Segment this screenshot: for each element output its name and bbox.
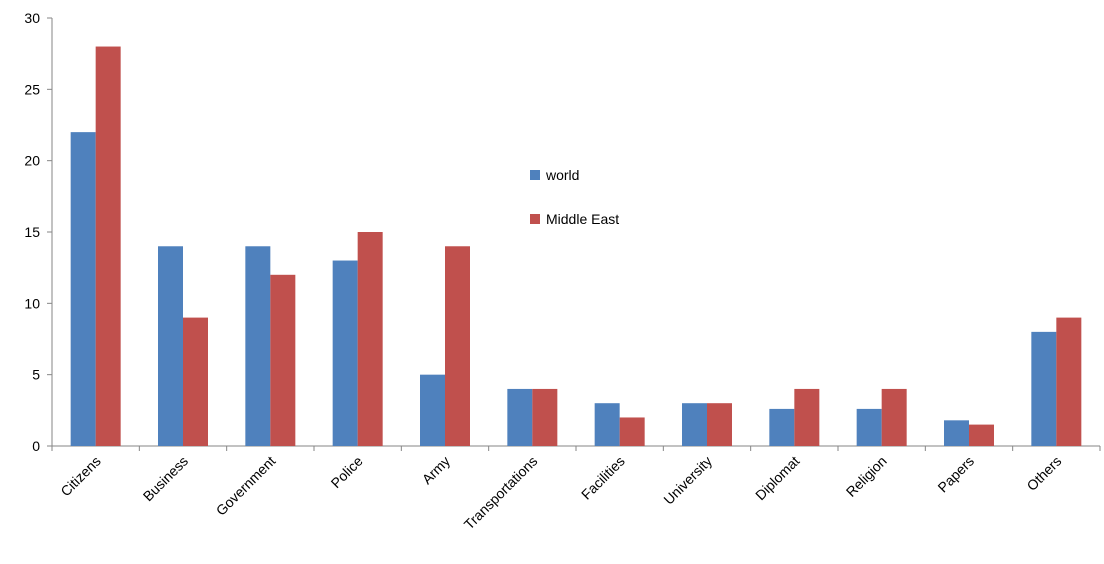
bar-world-government [245, 246, 271, 446]
y-tick-label: 30 [24, 10, 40, 26]
bar-world-others [1031, 331, 1057, 446]
category-label: Facilities [578, 453, 628, 503]
legend-swatch [530, 214, 540, 224]
y-tick-label: 20 [24, 153, 40, 169]
bar-world-university [682, 403, 707, 446]
category-label: Citizens [57, 453, 104, 500]
category-label: Business [140, 453, 191, 504]
bar-middle-east-facilities [619, 417, 645, 446]
bar-world-army [420, 374, 445, 446]
bar-middle-east-others [1056, 317, 1082, 446]
category-label: Government [213, 453, 279, 519]
y-ticks: 0 5 10 15 20 25 30 [24, 10, 52, 454]
legend-swatch [530, 170, 540, 180]
bar-middle-east-papers [969, 424, 994, 446]
category-label: University [660, 453, 715, 508]
category-label: Others [1023, 453, 1064, 494]
bars [70, 46, 1082, 447]
y-tick-label: 5 [32, 367, 40, 383]
bar-world-citizens [70, 132, 96, 446]
y-tick-label: 10 [24, 295, 40, 311]
bar-middle-east-transportations [532, 388, 558, 446]
bar-middle-east-police [357, 232, 383, 446]
category-label: Army [419, 453, 453, 487]
bar-middle-east-business [183, 317, 208, 446]
category-label: Papers [934, 453, 977, 496]
category-label: Diplomat [752, 453, 802, 503]
bar-middle-east-religion [881, 388, 907, 446]
legend-label: world [545, 167, 579, 183]
y-tick-label: 25 [24, 81, 40, 97]
legend: world Middle East [530, 167, 619, 227]
bar-world-business [158, 246, 183, 446]
bar-middle-east-army [445, 246, 470, 446]
bar-world-police [332, 260, 358, 446]
bar-world-papers [944, 420, 969, 446]
y-tick-label: 15 [24, 224, 40, 240]
axes [51, 18, 1101, 451]
bar-world-facilities [594, 403, 620, 446]
bar-world-religion [856, 408, 882, 446]
category-label: Transportations [461, 453, 541, 533]
bar-world-diplomat [769, 408, 795, 446]
category-labels: Citizens Business Government Police Army Tran… [57, 453, 1064, 533]
category-label: Police [328, 453, 366, 491]
bar-middle-east-citizens [95, 46, 121, 447]
legend-label: Middle East [546, 211, 619, 227]
y-tick-label: 0 [32, 438, 40, 454]
bar-middle-east-government [270, 274, 296, 446]
bar-middle-east-diplomat [794, 388, 820, 446]
category-label: Religion [843, 453, 890, 500]
bar-world-transportations [507, 388, 533, 446]
bar-middle-east-university [707, 403, 732, 446]
